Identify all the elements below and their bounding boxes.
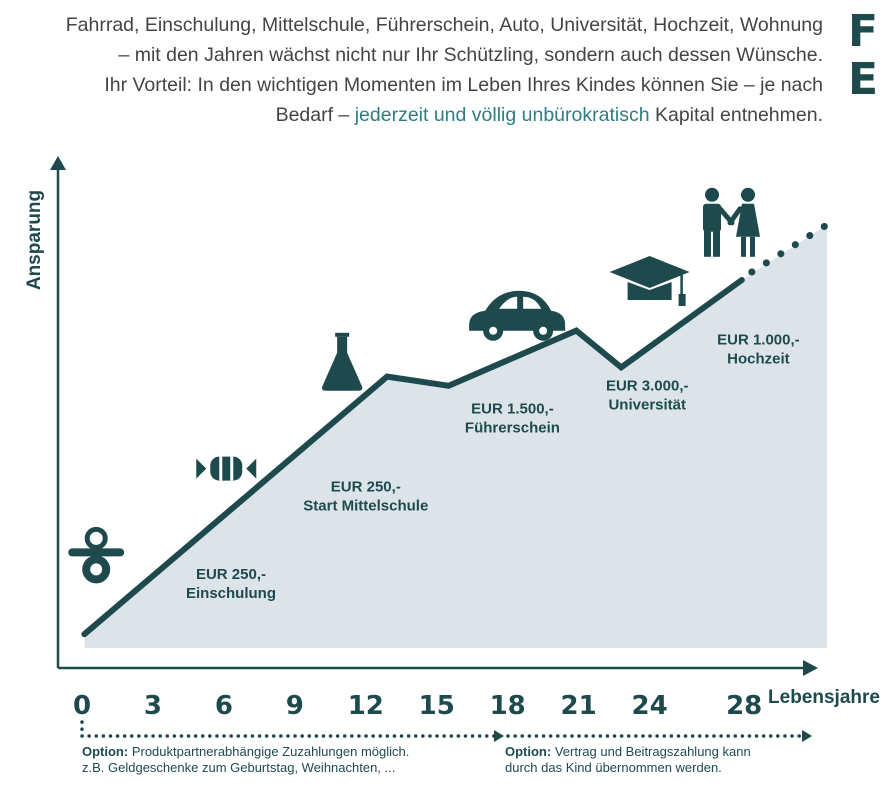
x-tick-label: 18 <box>490 691 526 721</box>
x-axis-label: Lebensjahre <box>768 687 880 708</box>
milestone-label: EUR 250,-Einschulung <box>186 566 276 602</box>
flask-icon <box>321 332 363 391</box>
milestone-label: EUR 1.500,-Führerschein <box>465 400 560 436</box>
x-tick-label: 21 <box>561 691 597 721</box>
x-tick-label: 15 <box>419 691 455 721</box>
x-tick-label: 6 <box>215 691 233 721</box>
x-tick-label: 9 <box>286 691 304 721</box>
y-axis-label: Ansparung <box>24 190 45 290</box>
car-icon <box>469 290 566 341</box>
milestone-label: EUR 250,-Start Mittelschule <box>303 479 428 515</box>
option-label: Option: <box>505 744 552 759</box>
intro-line-1: Fahrrad, Einschulung, Mittelschule, Führ… <box>65 14 823 36</box>
option-text-line-2: z.B. Geldgeschenke zum Geburtstag, Weihn… <box>82 760 396 775</box>
intro-line-4-end: Kapital entnehmen. <box>649 104 823 126</box>
x-axis-arrow <box>803 660 818 676</box>
x-tick-label: 12 <box>348 691 384 721</box>
x-tick-label: 3 <box>144 691 162 721</box>
corner-letter: E <box>848 54 879 105</box>
option-note-1: Option: Produktpartnerabhängige Zuzahlun… <box>82 744 482 776</box>
corner-letters: F E <box>848 8 888 104</box>
option-label: Option: <box>82 744 129 759</box>
graduation-cap-icon <box>608 254 691 308</box>
chart-area-fill <box>84 224 828 649</box>
intro-line-4: Bedarf – jederzeit und völlig unbürokrat… <box>23 100 823 130</box>
milestone-label: EUR 1.000,-Hochzeit <box>717 331 800 367</box>
option-text: Produktpartnerabhängige Zuzahlungen mögl… <box>128 744 410 759</box>
x-tick-label: 28 <box>726 691 762 721</box>
y-axis-arrow <box>50 156 66 170</box>
option-text-line-2: durch das Kind übernommen werden. <box>505 760 722 775</box>
corner-letter: F <box>848 6 879 57</box>
candy-icon <box>196 456 257 481</box>
option-note-2: Option: Vertrag und Beitragszahlung kann… <box>505 744 805 776</box>
pacifier-icon <box>68 529 124 583</box>
x-tick-label: 0 <box>73 691 91 721</box>
savings-line-dotted <box>748 221 831 276</box>
intro-line-3: Ihr Vorteil: In den wichtigen Momenten i… <box>104 74 823 96</box>
x-tick-label: 24 <box>632 691 668 721</box>
option-arrow-head-2 <box>802 730 812 742</box>
intro-line-4-start: Bedarf – <box>275 104 355 126</box>
x-tick-labels: 0 3 6 9 12 15 18 21 24 28 <box>73 691 762 721</box>
option-text: Vertrag und Beitragszahlung kann <box>551 744 751 759</box>
intro-highlight: jederzeit und völlig unbürokratisch <box>354 104 650 126</box>
annotations: EUR 250,-Einschulung EUR 250,-Start Mitte… <box>186 331 800 602</box>
option-arrow-head-1 <box>494 730 504 742</box>
savings-line <box>81 277 745 638</box>
milestone-label: EUR 3.000,-Universität <box>606 377 689 413</box>
couple-icon <box>703 188 760 257</box>
intro-line-2: – mit den Jahren wächst nicht nur Ihr Sc… <box>118 44 823 66</box>
intro-text: Fahrrad, Einschulung, Mittelschule, Führ… <box>23 10 823 130</box>
